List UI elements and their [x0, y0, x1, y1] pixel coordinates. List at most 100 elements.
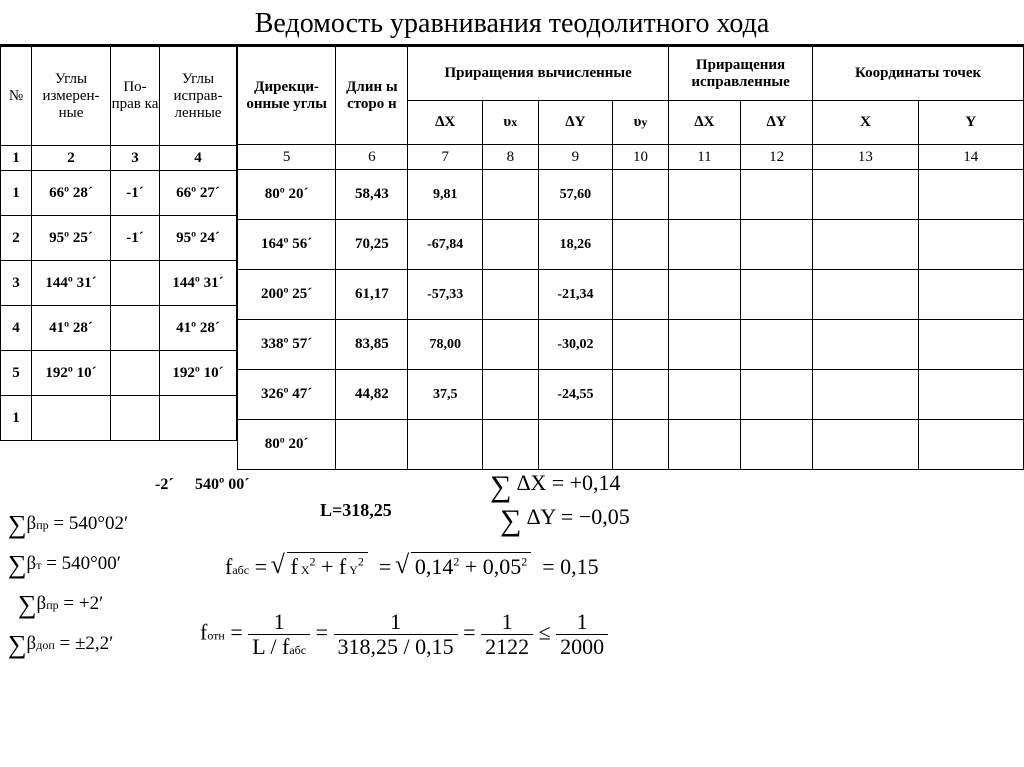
cell: [613, 420, 669, 470]
cell: [111, 351, 160, 396]
cell: 1: [1, 396, 32, 441]
hdr-cdx: ∆X: [668, 101, 740, 145]
angle-sum: 540º 00´: [195, 476, 250, 494]
cell: [668, 170, 740, 220]
cell: 95º 25´: [32, 216, 111, 261]
cell: [613, 370, 669, 420]
cell: 144º 31´: [32, 261, 111, 306]
cell: [813, 320, 918, 370]
cell: [111, 261, 160, 306]
cell: [741, 220, 813, 270]
cell: 9,81: [408, 170, 483, 220]
cell: 80º 20´: [238, 420, 336, 470]
cell: [813, 170, 918, 220]
hdr-coords: Координаты точек: [813, 47, 1024, 101]
hdr-dx: ∆X: [408, 101, 483, 145]
hdr-corrected: Углы исправ-ленные: [160, 47, 237, 146]
cell: [111, 396, 160, 441]
cell: [918, 420, 1023, 470]
colnum: 3: [111, 146, 160, 171]
colnum: 9: [538, 145, 613, 170]
cell: -21,34: [538, 270, 613, 320]
cell: 66º 28´: [32, 171, 111, 216]
cell: 44,82: [336, 370, 408, 420]
hdr-corr-incr: Приращения исправленные: [668, 47, 812, 101]
colnum: 14: [918, 145, 1023, 170]
cell: [813, 370, 918, 420]
cell: [613, 170, 669, 220]
cell: [483, 220, 539, 270]
cell: 192º 10´: [32, 351, 111, 396]
cell: -1´: [111, 216, 160, 261]
colnum: 12: [741, 145, 813, 170]
cell: [918, 370, 1023, 420]
hdr-measured: Углы измерен-ные: [32, 47, 111, 146]
cell: 5: [1, 351, 32, 396]
colnum: 1: [1, 146, 32, 171]
cell: 61,17: [336, 270, 408, 320]
cell: -57,33: [408, 270, 483, 320]
cell: [741, 420, 813, 470]
f-otn-formula: fотн = 1L / fабс = 1318,25 / 0,15 = 1212…: [200, 610, 608, 659]
colnum: 6: [336, 145, 408, 170]
cell: [538, 420, 613, 470]
cell: 78,00: [408, 320, 483, 370]
cell: [741, 270, 813, 320]
cell: 66º 27´: [160, 171, 237, 216]
colnum: 10: [613, 145, 669, 170]
cell: [483, 420, 539, 470]
cell: 3: [1, 261, 32, 306]
cell: [918, 220, 1023, 270]
cell: 18,26: [538, 220, 613, 270]
formulas-area: -2´ 540º 00´ L=318,25 ∑ ∆X = +0,14 ∑ ∆Y …: [0, 470, 1024, 720]
colnum: 11: [668, 145, 740, 170]
cell: 144º 31´: [160, 261, 237, 306]
cell: [741, 320, 813, 370]
colnum: 4: [160, 146, 237, 171]
cell: -30,02: [538, 320, 613, 370]
cell: [483, 270, 539, 320]
cell: [813, 270, 918, 320]
tables-container: № Углы измерен-ные По-прав ка Углы испра…: [0, 46, 1024, 470]
cell: 164º 56´: [238, 220, 336, 270]
cell: [813, 220, 918, 270]
cell: [668, 270, 740, 320]
colnum: 5: [238, 145, 336, 170]
cell: 41º 28´: [160, 306, 237, 351]
cell: 95º 24´: [160, 216, 237, 261]
cell: -24,55: [538, 370, 613, 420]
hdr-direction: Дирекци-онные углы: [238, 47, 336, 145]
cell: [613, 320, 669, 370]
cell: [668, 320, 740, 370]
cell: -1´: [111, 171, 160, 216]
perimeter: L=318,25: [320, 500, 392, 521]
hdr-vy: υy: [613, 101, 669, 145]
hdr-calc-incr: Приращения вычисленные: [408, 47, 668, 101]
angles-table: № Углы измерен-ные По-прав ка Углы испра…: [0, 46, 237, 441]
cell: 37,5: [408, 370, 483, 420]
cell: 192º 10´: [160, 351, 237, 396]
cell: 2: [1, 216, 32, 261]
cell: 57,60: [538, 170, 613, 220]
cell: 58,43: [336, 170, 408, 220]
cell: 326º 47´: [238, 370, 336, 420]
f-abs-formula: fабс = f X2 + f Y2 = 0,142 + 0,052 = 0,1…: [225, 552, 599, 580]
sum-beta-dop: ∑βдоп = ±2,2′: [8, 630, 113, 660]
cell: [918, 170, 1023, 220]
cell: [336, 420, 408, 470]
colnum: 8: [483, 145, 539, 170]
cell: 200º 25´: [238, 270, 336, 320]
cell: [483, 370, 539, 420]
colnum: 13: [813, 145, 918, 170]
hdr-y: Y: [918, 101, 1023, 145]
cell: 338º 57´: [238, 320, 336, 370]
cell: [668, 420, 740, 470]
correction-sum: -2´: [155, 476, 174, 494]
cell: [613, 220, 669, 270]
hdr-correction: По-прав ка: [111, 47, 160, 146]
hdr-num: №: [1, 47, 32, 146]
cell: [613, 270, 669, 320]
cell: [160, 396, 237, 441]
increments-table: Дирекци-онные углы Длин ы сторо н Приращ…: [237, 46, 1024, 470]
colnum: 7: [408, 145, 483, 170]
